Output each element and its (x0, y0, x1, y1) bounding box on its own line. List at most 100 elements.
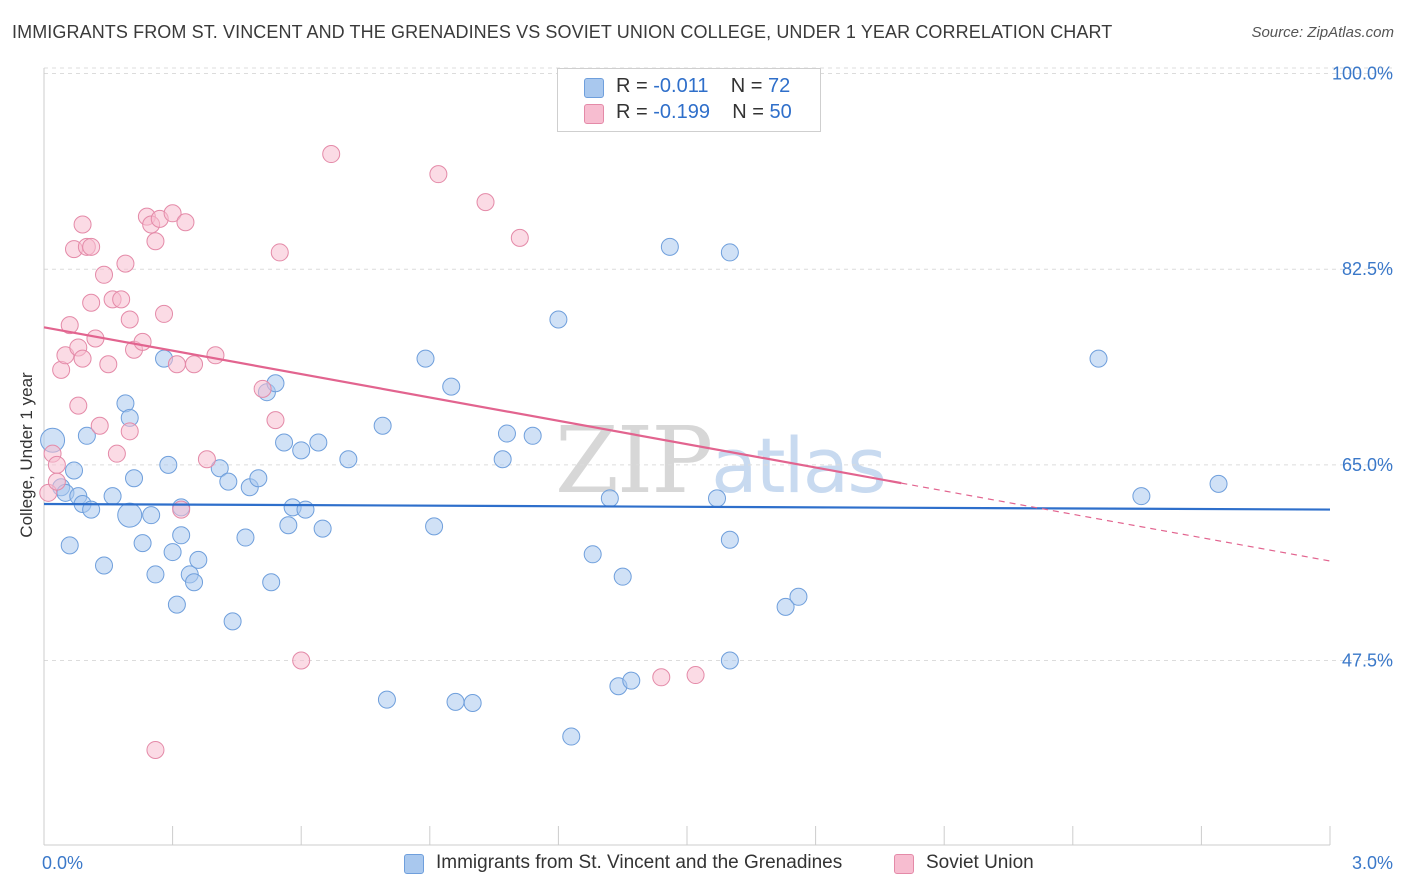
n-value: 72 (767, 75, 791, 97)
pink-data-point (176, 213, 195, 232)
pink-data-point (253, 379, 272, 398)
blue-data-point (720, 651, 739, 670)
pink-data-point (185, 355, 204, 374)
blue-data-point (373, 416, 392, 435)
blue-data-point (185, 573, 204, 592)
blue-data-point (1132, 487, 1151, 506)
pink-data-point (73, 349, 92, 368)
pink-data-point (112, 290, 131, 309)
blue-data-point (82, 500, 101, 519)
watermark-zip: ZIP (555, 407, 711, 514)
blue-data-point (622, 671, 641, 690)
correlation-legend: R = -0.011 N = 72 R = -0.199 N = 50 (557, 68, 821, 132)
blue-data-point (1089, 349, 1108, 368)
pink-data-point (60, 316, 79, 335)
pink-data-point (47, 472, 66, 491)
blue-data-point (613, 567, 632, 586)
pink-data-point (686, 666, 705, 685)
blue-data-point (142, 506, 161, 525)
pink-data-point (90, 416, 109, 435)
pink-data-point (510, 228, 529, 247)
series-label: Soviet Union (926, 852, 1034, 873)
pink-data-point (167, 355, 186, 374)
blue-data-point (60, 536, 79, 555)
blue-data-point (660, 237, 679, 256)
pink-data-point (197, 450, 216, 469)
blue-data-point (425, 517, 444, 536)
pink-data-point (47, 455, 66, 474)
blue-data-point (275, 433, 294, 452)
blue-data-point (95, 556, 114, 575)
blue-data-point (103, 487, 122, 506)
pink-data-point (476, 193, 495, 212)
series-label: Immigrants from St. Vincent and the Gren… (436, 852, 843, 873)
pink-swatch (894, 854, 914, 874)
legend-row-text: R = -0.199 N = 50 (616, 101, 792, 124)
blue-data-point (146, 565, 165, 584)
x-tick-label: 3.0% (1352, 853, 1393, 873)
pink-data-point (429, 165, 448, 184)
blue-data-point (442, 377, 461, 396)
pink-data-point (322, 145, 341, 164)
blue-data-point (493, 450, 512, 469)
pink-data-point (73, 215, 92, 234)
blue-data-point (789, 587, 808, 606)
pink-data-point (652, 668, 671, 687)
pink-data-point (155, 304, 174, 323)
y-tick-label: 82.5% (1342, 259, 1393, 279)
blue-data-point (600, 489, 619, 508)
blue-data-point (167, 595, 186, 614)
pink-data-point (99, 355, 118, 374)
watermark: ZIPatlas (555, 407, 885, 514)
blue-data-point (65, 461, 84, 480)
n-label: N = (732, 101, 770, 123)
blue-data-point (1209, 474, 1228, 493)
pink-data-point (146, 232, 165, 251)
blue-data-point (497, 424, 516, 443)
blue-data-point (463, 694, 482, 713)
blue-data-point (339, 450, 358, 469)
chart-title: IMMIGRANTS FROM ST. VINCENT AND THE GREN… (12, 22, 1113, 42)
blue-data-point (377, 690, 396, 709)
pink-data-point (82, 237, 101, 256)
blue-data-point (309, 433, 328, 452)
blue-data-point (133, 534, 152, 553)
y-tick-label: 100.0% (1332, 64, 1393, 84)
blue-data-point (189, 550, 208, 569)
n-value: 50 (769, 101, 792, 123)
blue-swatch (404, 854, 424, 874)
pink-data-point (95, 265, 114, 284)
r-label: R = (616, 75, 654, 97)
y-tick-label: 47.5% (1342, 651, 1393, 671)
blue-data-point (163, 543, 182, 562)
pink-data-point (107, 444, 126, 463)
blue-data-point (562, 727, 581, 746)
pink-trend-line (43, 326, 902, 485)
blue-data-point (720, 243, 739, 262)
blue-swatch (584, 78, 604, 98)
pink-data-point (146, 740, 165, 759)
r-label: R = (616, 101, 654, 123)
blue-data-point (549, 310, 568, 329)
n-label: N = (730, 75, 768, 97)
pink-data-point (120, 422, 139, 441)
blue-data-point (210, 459, 229, 478)
blue-data-point (296, 500, 315, 519)
r-value: -0.199 (653, 101, 710, 123)
blue-data-point (117, 502, 143, 528)
watermark-atlas: atlas (711, 421, 885, 510)
pink-data-point (270, 243, 289, 262)
blue-data-point (159, 455, 178, 474)
pink-data-point (163, 204, 182, 223)
legend-row-text: R = -0.011 N = 72 (616, 75, 790, 98)
blue-data-point (249, 469, 268, 488)
blue-data-point (583, 545, 602, 564)
blue-data-point (720, 530, 739, 549)
blue-data-point (262, 573, 281, 592)
y-tick-label: 65.0% (1342, 455, 1393, 475)
blue-data-point (313, 519, 332, 538)
blue-data-point (223, 612, 242, 631)
pink-data-point (82, 293, 101, 312)
pink-data-point (120, 310, 139, 329)
blue-data-point (172, 526, 191, 545)
